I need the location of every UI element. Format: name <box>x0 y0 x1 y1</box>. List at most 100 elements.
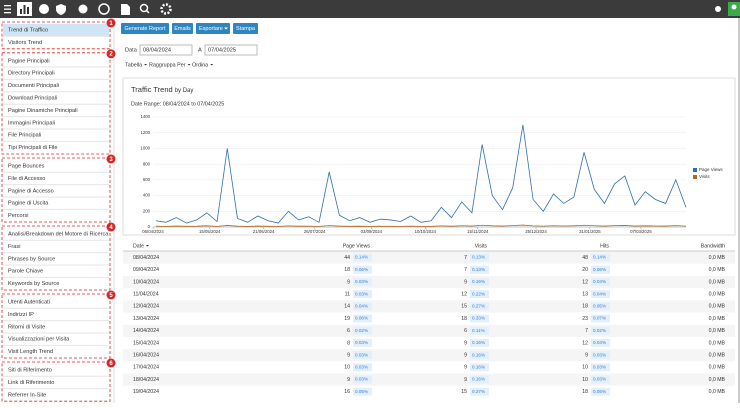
sidebar-item[interactable]: Visitors Trend <box>8 40 42 46</box>
percent-badge <box>591 302 610 311</box>
sidebar-item[interactable]: Download Principali <box>8 95 57 101</box>
sidebar-item[interactable]: Referrer In-Site <box>8 392 46 398</box>
cell-number: 10 <box>344 365 350 371</box>
cell-number: 12 <box>582 340 588 346</box>
sidebar-item[interactable]: Utenti Autenticati <box>8 299 50 305</box>
user-head <box>731 4 737 10</box>
column-header[interactable]: Bandwidth <box>701 243 725 249</box>
search-icon[interactable] <box>139 3 150 14</box>
view-option[interactable]: Tabella <box>125 62 142 68</box>
percent-badge <box>470 277 489 286</box>
button-label: Generate Report <box>125 26 166 32</box>
sidebar-item[interactable]: Directory Principali <box>8 71 55 77</box>
group-number: 3 <box>109 157 113 163</box>
y-tick-label: 0 <box>148 224 151 229</box>
sidebar-item[interactable]: Link di Riferimento <box>8 380 54 386</box>
sidebar-item[interactable]: Pagine Dinamiche Principali <box>8 108 78 114</box>
shield-icon[interactable] <box>56 4 66 15</box>
legend-swatch <box>693 175 697 179</box>
button[interactable] <box>196 23 230 34</box>
sidebar-item[interactable]: Trend di Traffico <box>8 27 48 33</box>
x-tick-label: 07/03/2025 <box>630 229 652 234</box>
cell-bandwidth: 0,0 MB <box>709 328 726 334</box>
theme-icon[interactable] <box>715 6 721 12</box>
cell-bandwidth: 0,0 MB <box>709 365 726 371</box>
chart-icon[interactable] <box>17 2 32 16</box>
sidebar-item[interactable]: Pagine di Accesso <box>8 188 54 194</box>
cell-percent: 0.27% <box>472 389 485 394</box>
group-number: 6 <box>109 361 113 367</box>
sidebar-item[interactable]: Visualizzazioni per Visita <box>8 337 70 343</box>
percent-badge <box>591 253 610 262</box>
button[interactable] <box>233 23 258 34</box>
column-header[interactable]: Page Views <box>343 243 371 249</box>
view-option[interactable]: Ordina <box>192 62 208 68</box>
cell-percent: 0.04% <box>593 291 606 296</box>
cell-bandwidth: 0,0 MB <box>709 279 726 285</box>
percent-badge <box>591 290 610 299</box>
clock-icon[interactable] <box>98 3 110 15</box>
chart-panel <box>122 77 736 236</box>
date-input[interactable] <box>139 44 193 56</box>
cell-percent: 0.03% <box>355 377 368 382</box>
cell-percent: 0.27% <box>472 304 485 309</box>
cell-number: 9 <box>585 352 588 358</box>
cell-number: 44 <box>344 255 350 261</box>
column-header[interactable]: Hits <box>600 243 609 249</box>
button[interactable] <box>121 23 169 34</box>
column-header[interactable]: Date <box>133 243 144 249</box>
percent-badge <box>470 265 489 274</box>
sidebar-item[interactable]: Pagine Principali <box>8 58 50 64</box>
cell-number: 9 <box>464 340 467 346</box>
sidebar-item[interactable]: Percorsi <box>8 213 29 219</box>
settings-icon[interactable] <box>160 3 172 15</box>
cell-percent: 0.03% <box>355 291 368 296</box>
sidebar-item[interactable]: File di Accesso <box>8 176 45 182</box>
percent-badge <box>353 253 372 262</box>
button-label: Stampa <box>236 26 256 32</box>
sidebar-item[interactable]: Pagine di Uscita <box>8 201 49 207</box>
series-line <box>155 124 687 224</box>
cell-number: 9 <box>347 352 350 358</box>
cell-date: 13/04/2024 <box>133 316 159 322</box>
cell-number: 10 <box>582 377 588 383</box>
percent-badge <box>470 351 489 360</box>
cell-bandwidth: 0,0 MB <box>709 377 726 383</box>
cell-percent: 0.16% <box>472 377 485 382</box>
percent-badge <box>353 290 372 299</box>
sidebar-item[interactable]: Siti di Riferimento <box>8 367 52 373</box>
column-header[interactable]: Visits <box>475 243 488 249</box>
sidebar-item[interactable]: Tipi Principali di File <box>8 145 58 151</box>
group-badge <box>106 358 116 368</box>
sidebar-item[interactable]: Ritorni di Visite <box>8 324 45 330</box>
menu-icon[interactable] <box>4 5 11 14</box>
sidebar-item[interactable]: Visit Length Trend <box>8 349 53 355</box>
percent-badge <box>470 387 489 396</box>
sidebar-item[interactable]: Documenti Principali <box>8 83 59 89</box>
cell-percent: 0.16% <box>472 352 485 357</box>
chart-subtitle: by Day <box>175 88 194 94</box>
sidebar-item[interactable]: File Principali <box>8 133 41 139</box>
sidebar-item[interactable]: Indirizzi IP <box>8 312 34 318</box>
button-label: Emails <box>174 26 191 32</box>
group-badge <box>106 222 116 232</box>
sidebar-item[interactable]: Page Bounces <box>8 163 45 169</box>
globe-icon[interactable] <box>39 4 49 14</box>
document-icon[interactable] <box>121 4 130 15</box>
legend-swatch <box>693 168 697 172</box>
sidebar-item[interactable]: Immagini Principali <box>8 120 55 126</box>
bug-icon[interactable] <box>78 4 88 14</box>
sidebar-item[interactable]: Frasi <box>8 244 20 250</box>
group-badge <box>106 18 116 28</box>
sort-caret <box>145 245 149 247</box>
view-option[interactable]: Raggruppa Per <box>149 62 186 68</box>
cell-percent: 0.03% <box>593 365 606 370</box>
x-tick-label: 25/12/2024 <box>525 229 547 234</box>
sidebar-item[interactable]: Analisi/Breakdown del Motore di Ricerca <box>8 231 109 237</box>
cell-percent: 0.13% <box>472 255 485 260</box>
button[interactable] <box>172 23 193 34</box>
sidebar-item[interactable]: Parole Chiave <box>8 269 43 275</box>
sidebar-item[interactable]: Phrases by Source <box>8 256 55 262</box>
sidebar-item[interactable]: Keywords by Source <box>8 281 59 287</box>
date-input[interactable] <box>204 44 258 56</box>
